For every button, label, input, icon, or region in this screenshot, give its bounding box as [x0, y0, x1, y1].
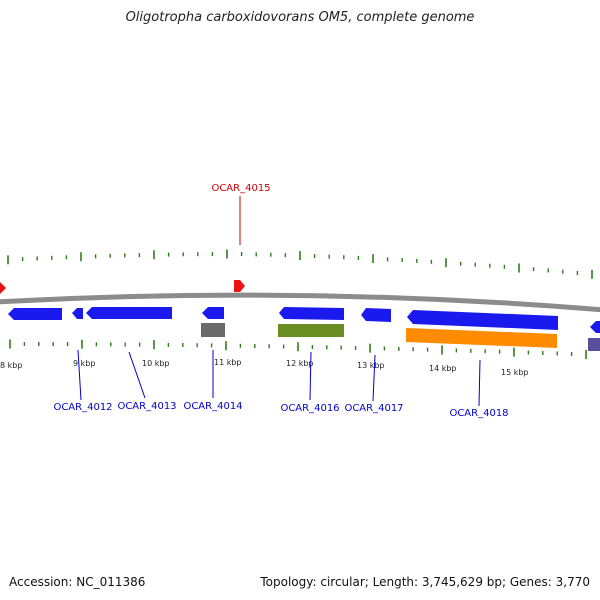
gene-ocar4019-feature[interactable] — [588, 338, 600, 351]
inner-tick-ring — [9, 339, 587, 359]
gene-ocar4011[interactable] — [8, 308, 62, 320]
gene-ocar4017[interactable] — [361, 308, 391, 322]
label-ocar4013[interactable]: OCAR_4013 — [117, 401, 176, 412]
gene-ocar4016-feature[interactable] — [278, 324, 344, 337]
genome-title: Oligotropha carboxidovorans OM5, complet… — [125, 10, 475, 25]
label-ocar4018[interactable]: OCAR_4018 — [449, 408, 508, 419]
outer-tick-ring — [7, 249, 593, 279]
kbp-label-12: 12 kbp — [286, 359, 314, 368]
kbp-label-11: 11 kbp — [214, 358, 242, 367]
leader-ocar4017 — [372, 354, 376, 402]
kbp-label-9: 9 kbp — [73, 359, 95, 368]
label-ocar4017[interactable]: OCAR_4017 — [344, 403, 403, 414]
gene-ocar4018-feature[interactable] — [406, 328, 557, 348]
label-ocar4014[interactable]: OCAR_4014 — [183, 401, 242, 412]
kbp-label-14: 14 kbp — [429, 364, 457, 373]
label-ocar4012[interactable]: OCAR_4012 — [53, 402, 112, 413]
kbp-label-13: 13 kbp — [357, 361, 385, 370]
marker-left — [0, 282, 6, 294]
leader-ocar4018 — [478, 359, 481, 407]
label-ocar4016[interactable]: OCAR_4016 — [280, 403, 339, 414]
gene-ocar4016[interactable] — [279, 307, 344, 320]
gene-ocar4014[interactable] — [202, 307, 224, 319]
gene-ocar4013[interactable] — [86, 307, 172, 319]
accession-text: Accession: NC_011386 — [9, 575, 146, 589]
leader-ocar4013 — [128, 351, 146, 399]
backbone — [0, 292, 600, 313]
kbp-label-15: 15 kbp — [501, 368, 529, 377]
label-ocar4015[interactable]: OCAR_4015 — [211, 183, 270, 194]
genome-summary-text: Topology: circular; Length: 3,745,629 bp… — [260, 575, 590, 589]
leader-ocar4012 — [77, 349, 82, 401]
gene-ocar4014-feature[interactable] — [201, 323, 225, 337]
kbp-label-8: 8 kbp — [0, 361, 22, 370]
gene-ocar4012[interactable] — [72, 308, 83, 319]
gene-ocar4019[interactable] — [590, 321, 600, 333]
leader-ocar4016 — [309, 351, 312, 401]
marker-ocar4015[interactable] — [234, 280, 245, 292]
gene-ocar4018[interactable] — [407, 310, 558, 330]
kbp-label-10: 10 kbp — [142, 359, 170, 368]
